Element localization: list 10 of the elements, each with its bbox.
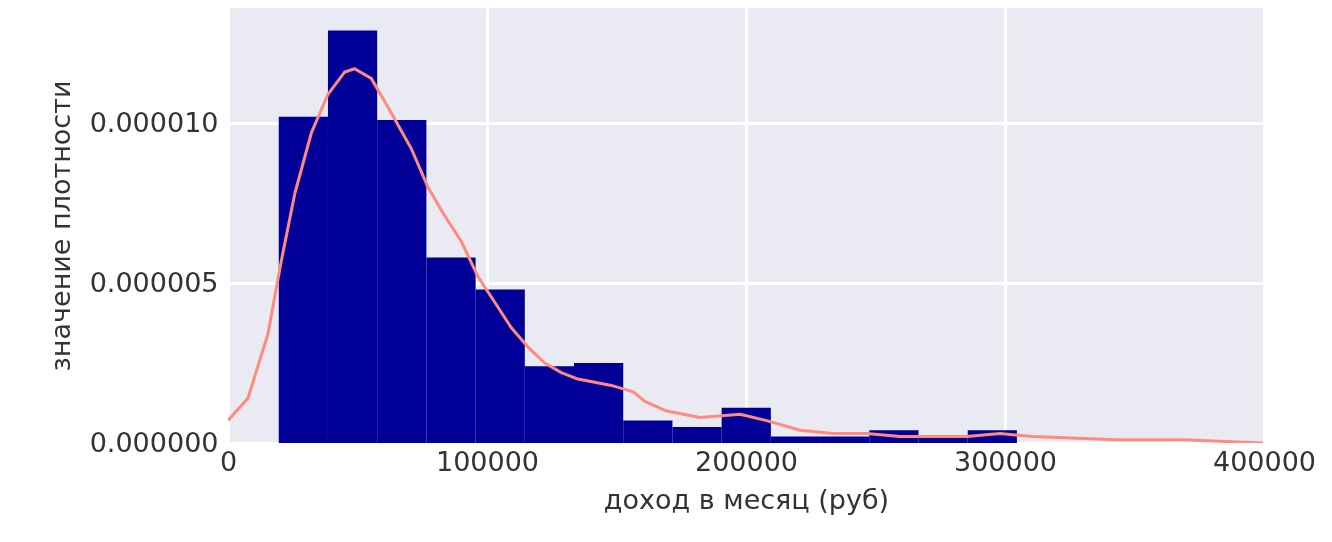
y-tick-label: 0.000005	[89, 266, 219, 298]
x-tick-label: 400000	[1212, 445, 1317, 477]
x-tick-label: 300000	[953, 445, 1058, 477]
x-tick-label: 100000	[435, 445, 540, 477]
y-tick-label: 0.000010	[89, 106, 219, 138]
x-tick-label: 0	[219, 445, 238, 477]
y-axis-title: значение плотности	[44, 80, 76, 372]
x-axis-title: доход в месяц (руб)	[603, 483, 890, 515]
y-tick-label: 0.000000	[89, 426, 219, 458]
x-tick-label: 200000	[694, 445, 799, 477]
